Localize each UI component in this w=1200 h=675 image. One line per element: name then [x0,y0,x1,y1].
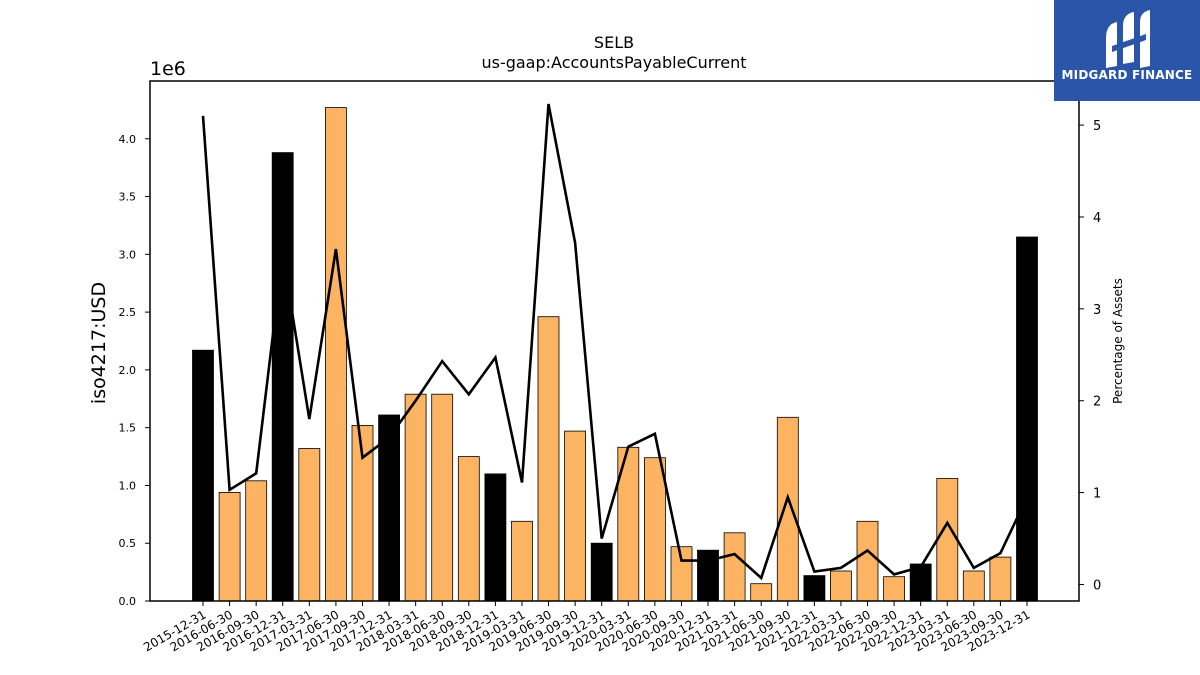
bar [271,152,294,602]
bar [936,478,959,602]
bar [803,575,826,602]
y2-tick-label: 3 [1093,303,1101,318]
y-tick-label: 0.5 [119,537,137,550]
bar [830,570,852,602]
y2-axis-label: Percentage of Assets [1111,278,1125,404]
logo: MIDGARD FINANCE [1054,0,1200,101]
y-multiplier-label: 1e6 [150,58,186,80]
bar [723,532,746,602]
bar [511,520,533,602]
y-tick-label: 1.0 [119,479,137,492]
y2-tick-label: 5 [1093,119,1101,134]
chart-title: SELB [594,33,634,52]
bar [962,570,985,602]
line-group [201,103,1029,581]
plot-frame [149,80,1080,602]
bar [644,457,666,602]
bars-group [192,107,1038,602]
chart-subtitle: us-gaap:AccountsPayableCurrent [481,53,746,72]
y-tick-label: 0.0 [119,595,137,608]
bar [750,583,773,602]
bar [324,107,347,602]
y2-tick-label: 2 [1093,395,1101,410]
bar [431,393,454,602]
y-tick-label: 3.5 [119,191,137,204]
bar [537,316,560,602]
bar [1016,236,1038,602]
bar [776,416,799,602]
y-tick-label: 2.5 [119,306,137,319]
y-tick-label: 3.0 [119,248,137,261]
y2-tick-label: 0 [1093,578,1101,593]
y-tick-label: 1.5 [119,422,137,435]
bar [484,473,507,602]
bar [245,480,268,602]
y-tick-label: 4.0 [119,133,137,146]
bar [192,349,214,602]
bar [298,448,321,602]
bar [856,520,879,602]
y-ticks-group: 0.0 0.5 1.0 1.5 2.0 2.5 3.0 3.5 4.0 [119,133,150,608]
logo-text: MIDGARD FINANCE [1061,68,1193,82]
bar [218,491,241,602]
bar [989,556,1012,602]
bar [590,542,613,602]
y2-ticks-group: 0 1 2 3 4 5 [1079,119,1101,593]
bar [457,456,480,602]
bar [564,430,586,602]
bar [404,393,427,602]
y2-tick-label: 4 [1093,211,1101,226]
logo-mark-icon [1106,10,1150,68]
y2-tick-label: 1 [1093,487,1101,502]
bar [883,576,905,602]
y-tick-label: 2.0 [119,364,137,377]
x-ticks-group: 2015-12-312016-06-302016-09-302016-12-31… [141,601,1033,654]
series-line [201,103,1029,581]
y-axis-label: iso4217:USD [88,282,110,404]
